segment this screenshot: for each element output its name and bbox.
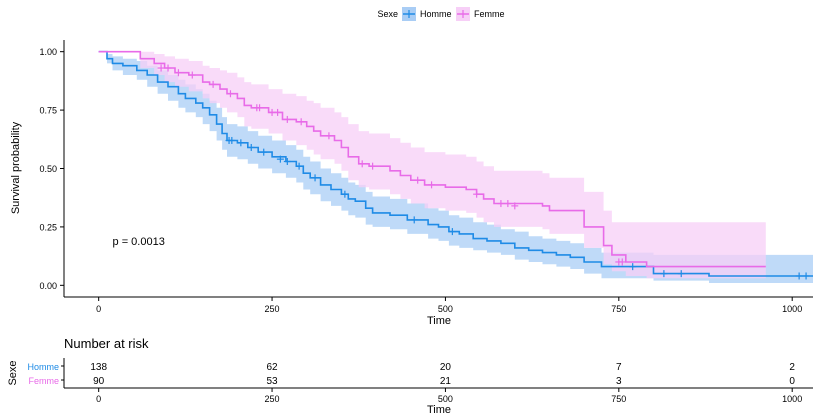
censor-mark-femme [283, 115, 291, 123]
risk-count-femme: 21 [440, 376, 452, 387]
risk-table-x-ticks: 0 250 500 750 1000 [96, 388, 802, 404]
risk-row-label-femme: Femme [28, 376, 59, 386]
censor-mark-femme [157, 64, 165, 72]
x-ticks: 0 250 500 750 1000 [96, 297, 802, 314]
x-tick-label: 1000 [782, 304, 802, 314]
censor-mark-femme [174, 69, 182, 77]
y-tick-label: 0.00 [39, 281, 57, 291]
censor-mark-femme [497, 200, 505, 208]
censor-mark-femme [164, 64, 172, 72]
x-axis-title: Time [427, 315, 451, 327]
y-axis-title: Survival probability [10, 121, 22, 214]
legend-title: Sexe [377, 9, 398, 19]
y-tick-label: 0.25 [39, 222, 57, 232]
censor-mark-homme [410, 216, 418, 224]
censor-mark-femme [618, 258, 626, 266]
censor-mark-homme [448, 228, 456, 236]
censor-mark-femme [226, 90, 234, 98]
x-tick-label: 500 [438, 304, 453, 314]
y-tick-label: 0.75 [39, 106, 57, 116]
risk-x-tick-label: 500 [438, 394, 453, 404]
y-ticks: 0.00 0.25 0.50 0.75 1.00 [39, 47, 64, 291]
y-tick-label: 1.00 [39, 47, 57, 57]
risk-table-axis-title: Sexe [7, 360, 19, 385]
censor-mark-femme [428, 181, 436, 189]
risk-count-homme: 7 [616, 362, 622, 373]
survival-line-homme [98, 50, 813, 277]
risk-row-label-homme: Homme [27, 362, 59, 372]
censor-mark-femme [274, 108, 282, 116]
risk-count-femme: 90 [93, 376, 105, 387]
censor-mark-homme [677, 270, 685, 278]
censor-mark-homme [247, 143, 255, 151]
survival-curves [98, 50, 813, 277]
censor-mark-homme [237, 139, 245, 147]
censor-mark-homme [311, 174, 319, 182]
legend-label-homme: Homme [420, 9, 452, 19]
censor-mark-femme [358, 160, 366, 168]
censor-mark-homme [802, 272, 810, 280]
censor-mark-femme [209, 80, 217, 88]
risk-table-rows: Homme 138 62 20 7 2 Femme 90 53 21 3 0 [27, 362, 795, 387]
risk-table-x-title: Time [427, 404, 451, 415]
censor-mark-femme [369, 162, 377, 170]
censor-mark-femme [414, 176, 422, 184]
risk-x-tick-label: 750 [611, 394, 626, 404]
censor-mark-femme [188, 71, 196, 79]
censor-mark-femme [297, 118, 305, 126]
legend-label-femme: Femme [474, 9, 505, 19]
censor-mark-homme [283, 157, 291, 165]
p-value-annotation: p = 0.0013 [113, 236, 165, 248]
censor-mark-homme [276, 155, 284, 163]
risk-count-femme: 3 [616, 376, 622, 387]
risk-count-homme: 138 [90, 362, 107, 373]
risk-count-homme: 62 [266, 362, 278, 373]
confidence-band-femme [98, 51, 766, 279]
risk-x-tick-label: 250 [265, 394, 280, 404]
x-tick-label: 750 [611, 304, 626, 314]
censor-mark-femme [504, 200, 512, 208]
censor-mark-homme [295, 162, 303, 170]
censor-mark-homme [795, 272, 803, 280]
censor-mark-homme [341, 190, 349, 198]
censor-marks [157, 64, 810, 280]
risk-count-femme: 0 [789, 376, 795, 387]
risk-x-tick-label: 0 [96, 394, 101, 404]
censor-mark-femme [511, 202, 519, 210]
risk-count-homme: 2 [789, 362, 795, 373]
risk-table: Number at risk Sexe Time Homme 138 62 20 7 2 F… [7, 336, 813, 415]
confidence-bands [98, 51, 813, 284]
risk-x-tick-label: 1000 [782, 394, 802, 404]
censor-mark-femme [256, 104, 264, 112]
censor-mark-femme [325, 132, 333, 140]
censor-mark-femme [473, 190, 481, 198]
x-tick-label: 0 [96, 304, 101, 314]
risk-count-femme: 53 [266, 376, 278, 387]
y-tick-label: 0.50 [39, 164, 57, 174]
censor-mark-homme [228, 136, 236, 144]
x-tick-label: 250 [265, 304, 280, 314]
legend: Sexe Homme Femme [377, 7, 505, 21]
risk-count-homme: 20 [440, 362, 452, 373]
censor-mark-homme [629, 263, 637, 271]
survival-line-femme [98, 50, 766, 268]
censor-mark-homme [260, 148, 268, 156]
risk-table-title: Number at risk [64, 336, 149, 351]
censor-mark-homme [660, 270, 668, 278]
